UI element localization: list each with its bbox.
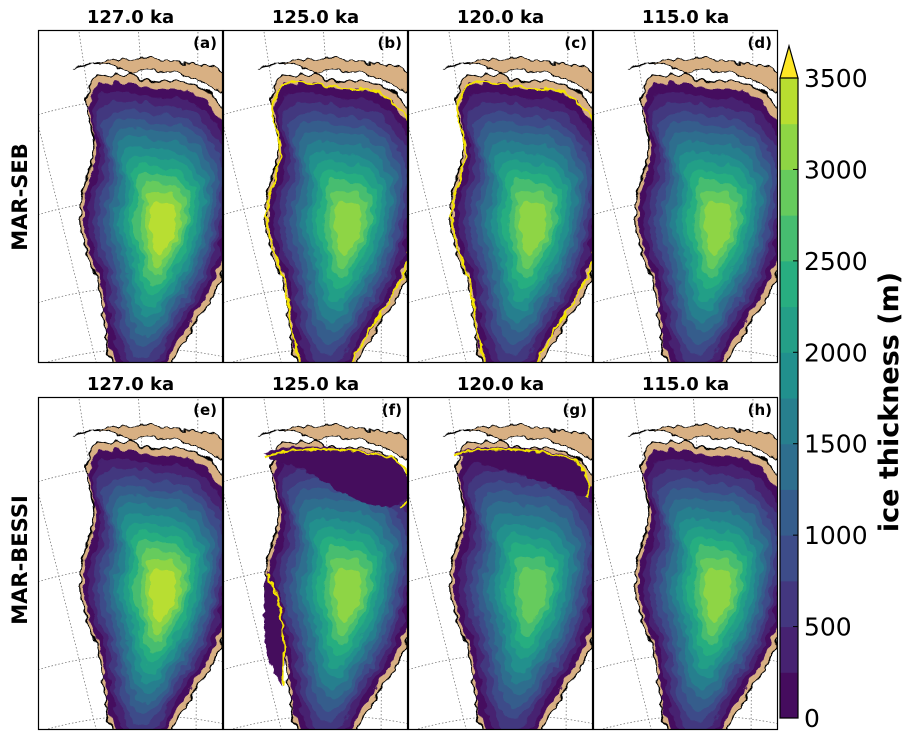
panel-title: 115.0 ka xyxy=(642,374,729,395)
colorbar-level xyxy=(780,78,798,125)
colorbar-tick-label: 500 xyxy=(804,613,852,642)
panel-label: (h) xyxy=(748,401,772,419)
colorbar-tick-label: 2000 xyxy=(804,338,868,367)
row-label-mar-bessi: MAR-BESSI xyxy=(8,495,32,625)
colorbar-level xyxy=(780,398,798,445)
colorbar-level xyxy=(780,580,798,628)
panel-b: (b) 125.0 ka xyxy=(222,7,409,364)
panel-e: (e) 127.0 ka xyxy=(37,374,224,731)
colorbar-tick-label: 3500 xyxy=(804,64,868,93)
colorbar-level xyxy=(780,169,798,216)
colorbar-level xyxy=(780,306,798,353)
colorbar: 0 500 1000 1500 2000 2500 3000 3500 xyxy=(779,43,868,733)
panel-frame xyxy=(37,396,224,731)
panel-title: 115.0 ka xyxy=(642,7,729,28)
colorbar-level xyxy=(780,489,798,536)
panel-title: 120.0 ka xyxy=(457,7,544,28)
colorbar-label: ice thickness (m) xyxy=(874,272,905,532)
panel-a: (a) 127.0 ka xyxy=(37,7,224,364)
panel-label: (a) xyxy=(193,34,217,52)
colorbar-level xyxy=(780,626,798,673)
panel-d: (d) 115.0 ka xyxy=(592,7,779,364)
colorbar-level xyxy=(780,672,798,719)
colorbar-tick-label: 2500 xyxy=(804,247,868,276)
ice-margin-outline xyxy=(264,448,408,688)
colorbar-level xyxy=(780,215,798,262)
colorbar-level xyxy=(780,260,798,308)
panel-label: (f) xyxy=(382,401,402,419)
colorbar-tick-label: 1000 xyxy=(804,521,868,550)
colorbar-tick-label: 1500 xyxy=(804,430,868,459)
panel-title: 127.0 ka xyxy=(87,374,174,395)
row-labels: MAR-SEB MAR-BESSI xyxy=(8,143,32,625)
panel-grid: (a) 127.0 ka (b) 125.0 ka (c) 120.0 ka (d) 115.… xyxy=(37,7,779,731)
thin-ice-north xyxy=(263,446,408,507)
panel-label: (g) xyxy=(563,401,587,419)
panel-frame xyxy=(592,396,779,731)
panel-f: (f) 125.0 ka xyxy=(222,374,409,731)
colorbar-extend-arrow xyxy=(779,43,799,79)
ice-margin-outline xyxy=(453,448,589,500)
thin-ice-southwest xyxy=(263,572,287,687)
panel-label: (c) xyxy=(564,34,587,52)
panel-frame xyxy=(592,29,779,364)
panel-frame xyxy=(407,29,594,364)
panel-frame xyxy=(222,396,409,731)
panel-title: 125.0 ka xyxy=(272,374,359,395)
panel-label: (d) xyxy=(748,34,772,52)
panel-label: (b) xyxy=(378,34,402,52)
panel-label: (e) xyxy=(193,401,217,419)
colorbar-level xyxy=(780,535,798,582)
panel-title: 127.0 ka xyxy=(87,7,174,28)
colorbar-tick-label: 0 xyxy=(804,704,820,733)
panel-h: (h) 115.0 ka xyxy=(592,374,779,731)
colorbar-frame xyxy=(779,78,799,719)
panel-g: (g) 120.0 ka xyxy=(407,374,594,731)
panel-frame xyxy=(407,396,594,731)
panel-frame xyxy=(222,29,409,364)
colorbar-level xyxy=(780,352,798,399)
panel-frame xyxy=(37,29,224,364)
panel-c: (c) 120.0 ka xyxy=(407,7,594,364)
panel-title: 120.0 ka xyxy=(457,374,544,395)
colorbar-level xyxy=(780,123,798,170)
row-label-mar-seb: MAR-SEB xyxy=(8,143,32,251)
colorbar-tick-label: 3000 xyxy=(804,155,868,184)
colorbar-level xyxy=(780,443,798,490)
panel-title: 125.0 ka xyxy=(272,7,359,28)
thin-ice-north xyxy=(453,447,588,497)
